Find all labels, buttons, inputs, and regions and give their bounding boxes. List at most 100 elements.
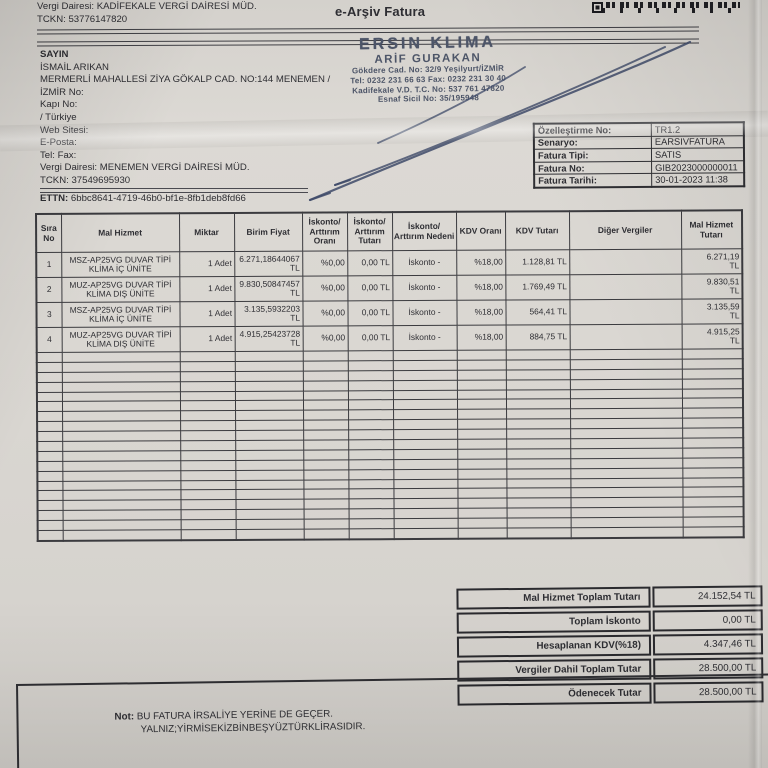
ettn-value: 6bbc8641-4719-46b0-bf1e-8fb1deb8fd66	[70, 193, 246, 204]
footer-note-box: Not: BU FATURA İRSALİYE YERİNE DE GEÇER.…	[16, 673, 768, 768]
empty-cell	[682, 447, 744, 458]
empty-cell	[348, 489, 394, 500]
invoice-info-value: SATIS	[651, 147, 745, 162]
empty-cell	[61, 401, 181, 412]
line-item-cell: 6.271,18644067 TL	[234, 251, 303, 277]
empty-cell	[37, 471, 63, 482]
empty-cell	[681, 358, 743, 369]
empty-cell	[180, 440, 236, 451]
empty-cell	[61, 371, 180, 383]
divider	[36, 26, 700, 35]
empty-cell	[37, 461, 63, 472]
empty-cell	[570, 487, 683, 499]
empty-cell	[235, 479, 304, 490]
empty-cell	[37, 441, 63, 452]
column-header: KDV Tutarı	[504, 211, 570, 251]
line-item-cell: %0,00	[302, 300, 348, 327]
empty-cell	[506, 468, 571, 479]
line-item-cell: İskonto -	[392, 325, 457, 351]
empty-cell	[506, 418, 571, 430]
empty-cell	[36, 352, 62, 363]
empty-cell	[348, 518, 394, 529]
line-item-cell: 0,00 TL	[347, 325, 393, 351]
empty-cell	[180, 499, 236, 510]
empty-cell	[570, 517, 683, 528]
empty-cell	[61, 391, 180, 402]
empty-cell	[302, 370, 348, 381]
line-item-cell: %0,00	[302, 275, 348, 302]
empty-cell	[681, 388, 743, 399]
empty-cell	[302, 390, 348, 401]
buyer-address-line2: İZMİR No:	[40, 86, 84, 98]
column-header: Mal Hizmet	[61, 213, 180, 253]
empty-cell	[682, 467, 744, 478]
line-item-cell: MUZ-AP25VG DUVAR TİPİ KLİMA DIŞ ÜNİTE	[61, 276, 180, 303]
totals-value: 24.152,54 TL	[652, 585, 763, 608]
empty-cell	[37, 421, 63, 432]
empty-cell	[682, 516, 744, 528]
empty-cell	[456, 359, 506, 371]
empty-cell	[457, 439, 507, 450]
empty-cell	[456, 389, 506, 400]
empty-cell	[392, 360, 457, 371]
empty-cell	[393, 449, 458, 460]
empty-cell	[235, 499, 304, 510]
seller-header: Vergi Dairesi: KADİFEKALE VERGİ DAİRESİ …	[37, 1, 257, 26]
column-header: Miktar	[179, 212, 235, 252]
line-item-cell: MSZ-AP25VG DUVAR TİPİ KLİMA İÇ ÜNİTE	[61, 301, 180, 328]
empty-cell	[570, 457, 683, 469]
line-item-cell: 1.128,81 TL	[505, 249, 570, 276]
empty-cell	[569, 349, 682, 360]
invoice-info-table: Özelleştirme No: TR1.2 Senaryo: EARSIVFATUR…	[532, 121, 746, 189]
seller-tckn: TCKN: 53776147820	[37, 13, 128, 25]
empty-cell	[302, 350, 348, 361]
empty-cell	[393, 508, 458, 519]
empty-cell	[457, 488, 507, 499]
empty-cell	[62, 509, 181, 521]
empty-cell	[681, 348, 743, 360]
empty-cell	[505, 389, 570, 400]
empty-cell	[348, 479, 394, 490]
line-items-empty-rows	[36, 348, 744, 541]
totals-value: 0,00 TL	[652, 609, 763, 632]
line-item-cell: 1	[36, 252, 62, 278]
line-item-cell: İskonto -	[392, 275, 457, 301]
footer-note: Not: BU FATURA İRSALİYE YERİNE DE GEÇER.…	[114, 707, 365, 736]
empty-cell	[681, 398, 744, 409]
line-item-cell: %0,00	[302, 325, 348, 352]
empty-cell	[235, 509, 304, 520]
empty-cell	[234, 351, 303, 362]
line-item-cell: 3.135,59 TL	[681, 298, 743, 325]
empty-cell	[180, 489, 236, 501]
empty-cell	[506, 517, 571, 529]
empty-cell	[348, 508, 394, 520]
empty-cell	[62, 411, 181, 422]
invoice-info-body: Özelleştirme No: TR1.2 Senaryo: EARSIVFATUR…	[533, 122, 745, 188]
empty-cell	[457, 528, 507, 539]
empty-cell	[682, 497, 744, 508]
empty-cell	[393, 439, 458, 450]
totals-row: Toplam İskonto 0,00 TL	[456, 609, 763, 634]
empty-cell	[235, 420, 304, 431]
empty-cell	[348, 459, 394, 470]
empty-cell	[36, 372, 62, 383]
empty-cell	[392, 399, 458, 410]
empty-cell	[682, 526, 744, 538]
empty-cell	[235, 410, 304, 421]
empty-cell	[348, 469, 394, 480]
empty-cell	[570, 408, 683, 419]
empty-cell	[569, 378, 682, 390]
empty-cell	[682, 437, 744, 449]
buyer-tax-office: Vergi Dairesi: MENEMEN VERGİ DAİRESİ MÜD…	[40, 162, 250, 174]
invoice-info-label: Senaryo:	[533, 136, 652, 150]
line-item-cell	[569, 324, 682, 350]
empty-cell	[62, 500, 181, 511]
qr-code-fragment-icon	[592, 2, 740, 13]
empty-cell	[506, 409, 571, 420]
line-item-cell: %18,00	[456, 275, 506, 301]
buyer-email: E-Posta:	[40, 137, 77, 149]
empty-cell	[456, 399, 507, 410]
empty-cell	[180, 460, 236, 471]
line-item-cell: 1 Adet	[179, 326, 235, 352]
empty-cell	[505, 399, 571, 410]
